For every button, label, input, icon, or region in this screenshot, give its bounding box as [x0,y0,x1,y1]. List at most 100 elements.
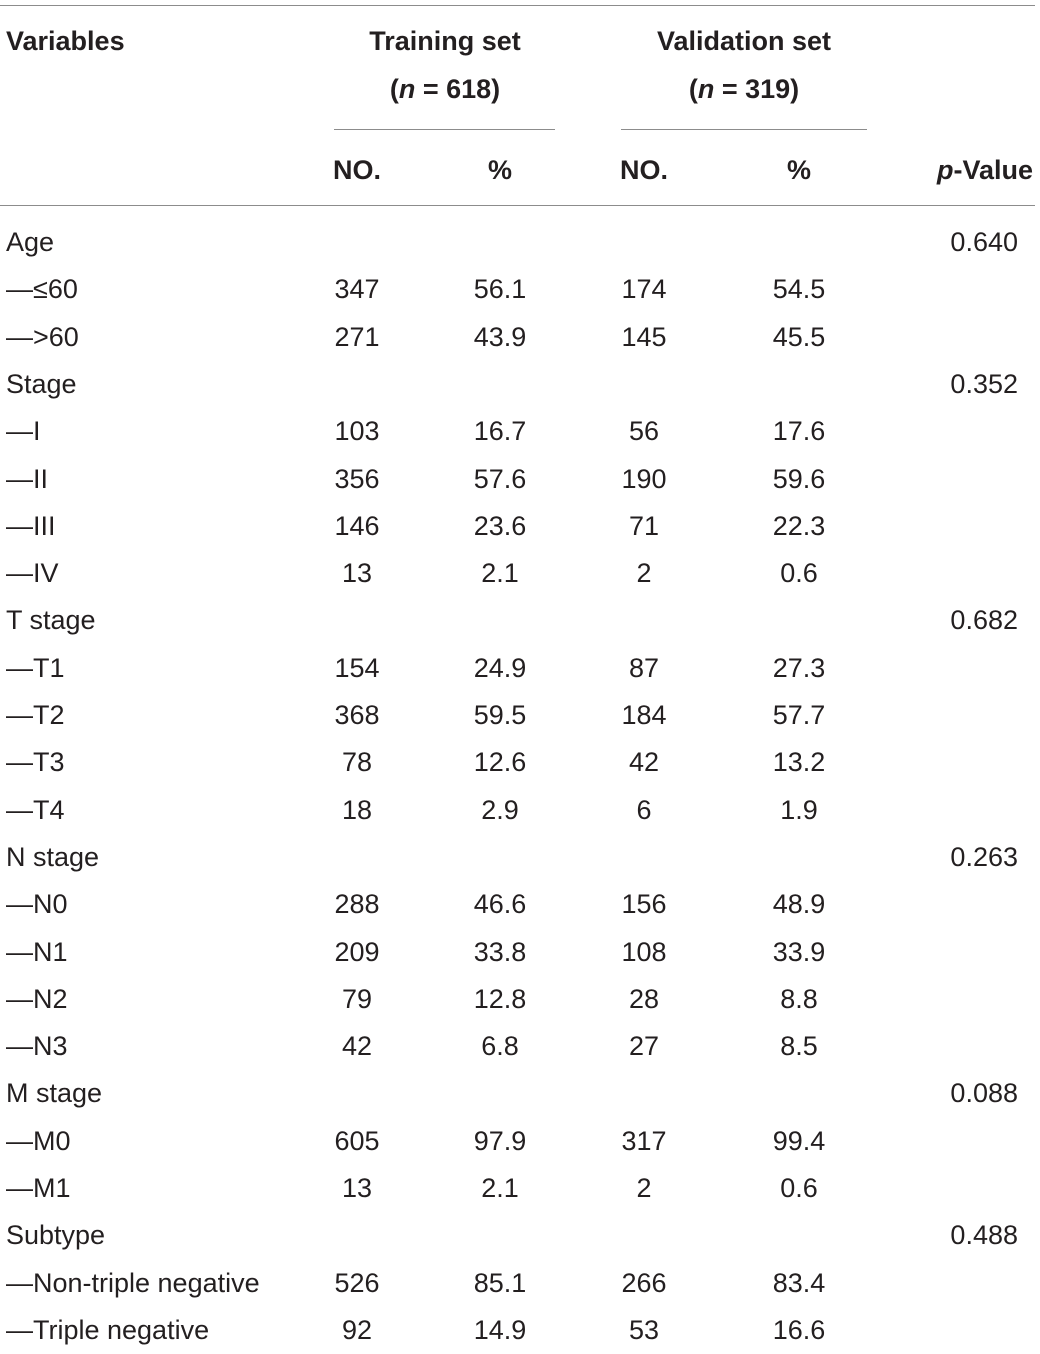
validation-pct-cell: 22.3 [772,510,826,541]
validation-no-cell: 71 [628,510,660,541]
validation-no-cell: 156 [621,889,667,920]
validation-no-cell: 87 [628,652,660,683]
training-no-cell: 356 [334,463,380,494]
validation-pct-cell: 0.6 [780,1173,818,1203]
training-no-cell: 78 [341,747,373,778]
training-no-cell: 146 [334,510,380,541]
header-validation-title: Validation set [656,26,832,56]
table-row: —T3 78 12.6 42 13.2 [0,738,1040,786]
training-span-rule [334,129,555,130]
header-training-n: (n = 618) [389,74,501,104]
variable-label: Subtype [6,1220,106,1251]
table-row: Subtype 0.488 [0,1211,1040,1259]
training-no-cell: 42 [341,1031,373,1062]
training-no-cell: 154 [334,652,380,683]
table-row: —T4 18 2.9 6 1.9 [0,786,1040,834]
variable-label: —Triple negative [6,1314,210,1345]
validation-no-cell: 2 [636,558,652,589]
validation-no-cell: 42 [628,747,660,778]
validation-no-cell: 266 [621,1267,667,1298]
validation-pct-cell: 45.5 [772,321,826,352]
training-no-cell: 209 [334,936,380,967]
variable-label: —Non-triple negative [6,1267,260,1298]
table-row: —≤60 347 56.1 174 54.5 [0,265,1040,313]
table-row: —N1 209 33.8 108 33.9 [0,928,1040,976]
table-row: Age 0.640 [0,218,1040,266]
training-pct-cell: 33.8 [473,936,527,967]
validation-no-cell: 53 [628,1314,660,1345]
table-row: T stage 0.682 [0,596,1040,644]
training-no-cell: 526 [334,1267,380,1298]
validation-pct-cell: 33.9 [772,936,826,967]
p-value-cell: 0.352 [950,368,1018,399]
variable-label: Age [6,227,55,257]
header-validation-no: NO. [619,155,669,185]
training-pct-cell: 6.8 [481,1031,519,1062]
training-pct-cell: 46.6 [473,889,527,920]
training-pct-cell: 57.6 [473,463,527,494]
variable-label: —T4 [6,794,65,825]
validation-no-cell: 108 [621,936,667,967]
validation-pct-cell: 99.4 [772,1125,826,1156]
variable-label: —T3 [6,747,65,778]
validation-pct-cell: 0.6 [780,558,818,589]
training-pct-cell: 2.1 [481,1173,519,1203]
table-row: M stage 0.088 [0,1069,1040,1117]
validation-span-rule [621,129,867,130]
training-no-cell: 271 [334,321,380,352]
header-validation-n: (n = 319) [688,74,800,104]
training-pct-cell: 43.9 [473,321,527,352]
validation-pct-cell: 54.5 [772,274,826,305]
table-row: N stage 0.263 [0,833,1040,881]
validation-pct-cell: 27.3 [772,652,826,683]
table-row: —N2 79 12.8 28 8.8 [0,975,1040,1023]
table-row: —T2 368 59.5 184 57.7 [0,691,1040,739]
table-row: —M0 605 97.9 317 99.4 [0,1117,1040,1165]
table-row: —III 146 23.6 71 22.3 [0,502,1040,550]
table-row: Stage 0.352 [0,360,1040,408]
variable-label: —M0 [6,1125,71,1156]
p-value-cell: 0.640 [950,227,1018,257]
header-training-no: NO. [332,155,382,185]
training-pct-cell: 59.5 [473,700,527,730]
variable-label: —>60 [6,321,79,352]
training-pct-cell: 56.1 [473,274,527,305]
training-pct-cell: 12.8 [473,983,527,1014]
training-no-cell: 13 [341,1173,373,1203]
variable-label: —M1 [6,1173,71,1203]
p-value-cell: 0.088 [950,1078,1018,1109]
training-no-cell: 18 [341,794,373,825]
validation-pct-cell: 57.7 [772,700,826,730]
header-variables: Variables [6,26,125,56]
validation-pct-cell: 13.2 [772,747,826,778]
training-no-cell: 347 [334,274,380,305]
training-pct-cell: 24.9 [473,652,527,683]
table-row: —N3 42 6.8 27 8.5 [0,1022,1040,1070]
training-pct-cell: 2.1 [481,558,519,589]
validation-no-cell: 2 [636,1173,652,1203]
validation-pct-cell: 48.9 [772,889,826,920]
header-training-pct: % [487,155,513,185]
table-row: —N0 288 46.6 156 48.9 [0,880,1040,928]
validation-no-cell: 145 [621,321,667,352]
table-row: —II 356 57.6 190 59.6 [0,455,1040,503]
training-pct-cell: 85.1 [473,1267,527,1298]
variable-label: —II [6,463,49,494]
p-value-cell: 0.488 [950,1220,1018,1251]
header-training-title: Training set [369,26,521,56]
top-rule [0,5,1035,6]
training-no-cell: 368 [334,700,380,730]
validation-pct-cell: 17.6 [772,416,826,447]
training-no-cell: 79 [341,983,373,1014]
table-row: —>60 271 43.9 145 45.5 [0,313,1040,361]
variable-label: —N3 [6,1031,68,1062]
validation-pct-cell: 1.9 [780,794,818,825]
variable-label: —N1 [6,936,68,967]
validation-no-cell: 6 [636,794,652,825]
p-value-cell: 0.263 [950,841,1018,872]
training-pct-cell: 2.9 [481,794,519,825]
training-pct-cell: 12.6 [473,747,527,778]
validation-no-cell: 190 [621,463,667,494]
training-no-cell: 92 [341,1314,373,1345]
table-row: —M1 13 2.1 2 0.6 [0,1164,1040,1212]
